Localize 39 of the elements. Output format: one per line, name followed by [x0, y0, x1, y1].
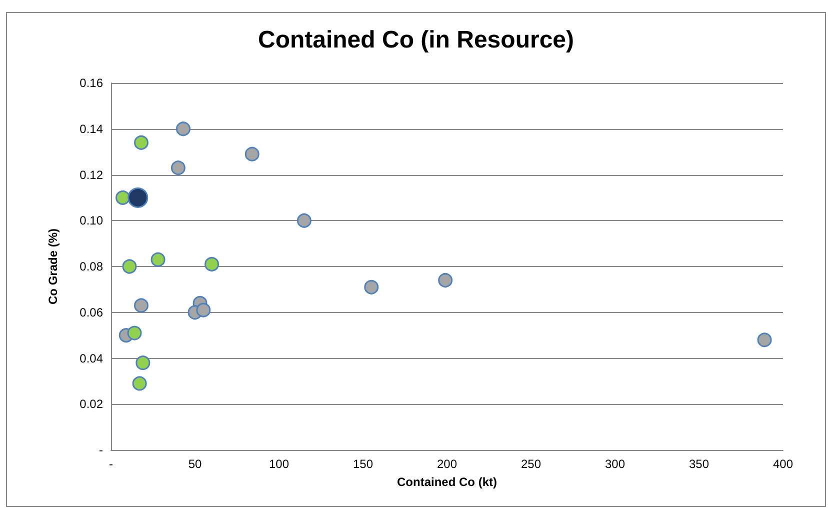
y-axis-title: Co Grade (%): [46, 228, 60, 305]
point: [134, 135, 148, 150]
point: [116, 190, 130, 205]
point: [134, 298, 148, 313]
y-tick-label: 0.08: [80, 260, 104, 274]
x-tick-label: 100: [268, 457, 290, 471]
x-tick-label: 150: [352, 457, 374, 471]
point: [196, 302, 211, 318]
y-tick-label: 0.10: [80, 214, 104, 228]
point: [176, 122, 190, 136]
x-tick-label: 400: [772, 457, 794, 471]
x-tick-label: 200: [436, 457, 458, 471]
point: [170, 160, 186, 176]
point: [204, 256, 220, 272]
point: [122, 259, 137, 274]
x-tick-label: 50: [188, 457, 202, 471]
point: [757, 332, 772, 348]
y-tick-label: 0.16: [80, 76, 104, 90]
point: [128, 187, 148, 208]
point: [132, 376, 147, 391]
x-tick-label: 350: [688, 457, 710, 471]
point: [127, 326, 142, 340]
point: [438, 273, 453, 288]
y-tick-label: 0.06: [80, 305, 104, 320]
x-tick-label: 300: [604, 457, 626, 471]
x-tick-label: -: [109, 457, 113, 471]
y-tick-label: 0.04: [80, 351, 104, 366]
point: [136, 356, 150, 370]
x-tick-label: 250: [520, 457, 542, 471]
y-tick-label: 0.02: [80, 397, 104, 412]
y-tick-label: -: [99, 443, 103, 457]
x-axis-title: Contained Co (kt): [397, 475, 497, 489]
point: [364, 280, 379, 294]
point: [150, 252, 166, 267]
point: [244, 146, 260, 162]
y-tick-label: 0.12: [80, 168, 104, 182]
chart-title: Contained Co (in Resource): [258, 26, 574, 54]
y-tick-label: 0.14: [80, 122, 104, 136]
point: [296, 213, 312, 228]
